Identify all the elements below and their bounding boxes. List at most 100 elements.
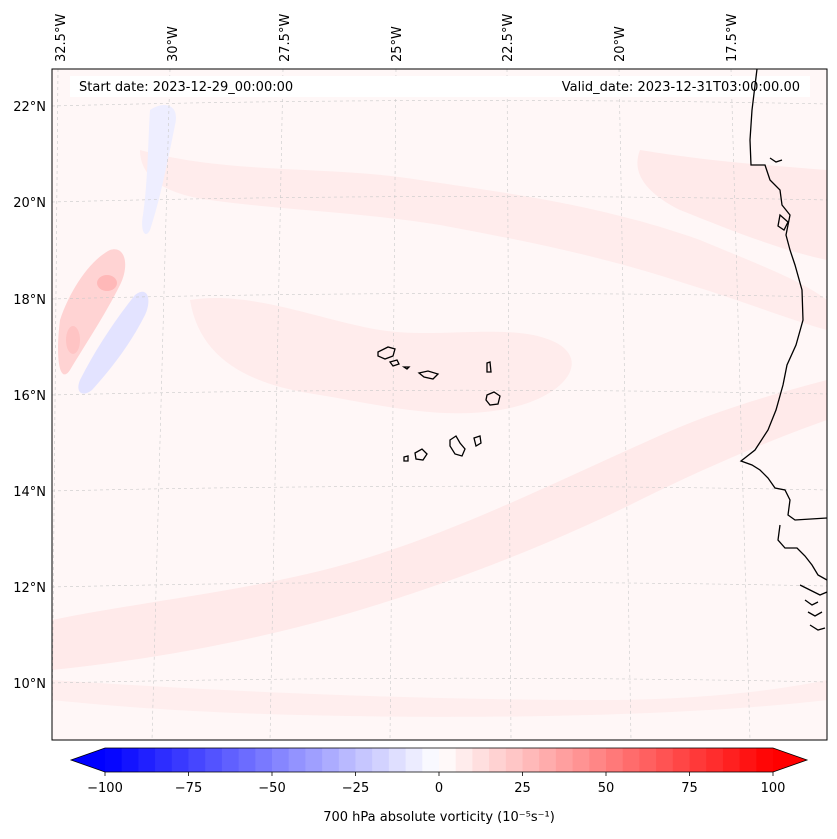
colorbar-tick-label: 75 [681, 781, 698, 796]
colorbar-min-extension [71, 748, 105, 772]
lon-label-17-5: 17.5°W [725, 14, 740, 62]
lon-label-32-5: 32.5°W [54, 14, 69, 62]
coastlines [739, 69, 827, 631]
lat-label-22: 22°N [13, 100, 46, 115]
colorbar-tick-label: 100 [761, 781, 786, 796]
colorbar-cell [505, 748, 523, 772]
lon-label-20: 20°W [613, 26, 628, 62]
island-brava [403, 455, 409, 462]
africa-coastline [739, 69, 827, 521]
gridline-lat-20 [52, 196, 827, 203]
island-boa-vista [485, 391, 501, 406]
gridline-lat-22 [52, 100, 827, 107]
start-date-label: Start date: 2023-12-29_00:00:00 [79, 80, 293, 95]
colorbar-tick-label: −50 [258, 781, 285, 796]
colorbar-cell [672, 748, 690, 772]
colorbar-cell [572, 748, 590, 772]
lon-label-30: 30°W [166, 26, 181, 62]
colorbar-cell [589, 748, 607, 772]
cape-verde-islands [377, 346, 501, 462]
gridline-lat-18 [52, 293, 827, 300]
island-santa-luzia [401, 366, 411, 370]
colorbar-cells [105, 748, 774, 772]
colorbar-tick-label: −25 [342, 781, 369, 796]
colorbar-cell [272, 748, 290, 772]
colorbar-cell [622, 748, 640, 772]
gridline-lat-16 [52, 389, 827, 396]
vorticity-band-far-south [52, 680, 827, 717]
gridline-lon-20 [618, 69, 632, 740]
colorbar-cell [472, 748, 490, 772]
colorbar-tick-label: 0 [435, 781, 443, 796]
colorbar-cell [305, 748, 323, 772]
island-sal [486, 361, 492, 373]
colorbar-cell [221, 748, 240, 772]
gridline-lat-12 [52, 581, 827, 588]
colorbar-cell [722, 748, 741, 772]
colorbar-cell [155, 748, 173, 772]
vorticity-band-southwest [52, 380, 827, 670]
colorbar-label: 700 hPa absolute vorticity (10⁻⁵s⁻¹) [323, 810, 555, 825]
colorbar-cell [455, 748, 473, 772]
colorbar-cell [388, 748, 407, 772]
colorbar-cell [205, 748, 223, 772]
island-santo-antao [377, 346, 396, 360]
colorbar-tick-label: −75 [175, 781, 202, 796]
vorticity-negative-strip [142, 105, 176, 235]
gridline-lon-32-5 [52, 69, 59, 740]
gridline-lon-17-5 [730, 69, 751, 740]
colorbar-cell [739, 748, 757, 772]
lat-label-20: 20°N [13, 196, 46, 211]
gridline-lon-30 [151, 69, 171, 740]
gridline-lon-25 [389, 69, 397, 740]
colorbar-cell [188, 748, 206, 772]
colorbar-cell [138, 748, 156, 772]
colorbar-tick-label: −100 [87, 781, 123, 796]
lon-label-25: 25°W [390, 26, 405, 62]
colorbar-cell [171, 748, 189, 772]
colorbar-cell [238, 748, 256, 772]
colorbar: −100 −75 −50 −25 0 25 50 75 100 700 hPa absolute… [69, 747, 809, 825]
lon-label-22-5: 22.5°W [501, 14, 516, 62]
gridline-lat-10 [52, 677, 827, 684]
island-santiago [449, 435, 466, 457]
colorbar-cell [121, 748, 139, 772]
map-panel[interactable] [52, 69, 827, 740]
colorbar-cell [489, 748, 507, 772]
colorbar-cell [689, 748, 707, 772]
colorbar-cell [539, 748, 557, 772]
colorbar-cell [756, 748, 774, 772]
latitude-labels: 22°N 20°N 18°N 16°N 14°N 12°N 10°N [13, 100, 46, 692]
island-maio [473, 435, 482, 448]
gridline-lat-14 [52, 485, 827, 492]
colorbar-cell [422, 748, 440, 772]
island-sao-vicente [388, 359, 400, 367]
graticule [52, 69, 827, 740]
colorbar-cell [522, 748, 540, 772]
vorticity-band-north [140, 150, 827, 330]
lat-label-18: 18°N [13, 293, 46, 308]
gridline-lon-27-5 [269, 69, 284, 740]
senegal-gambia-coast [777, 524, 827, 581]
colorbar-cell [555, 748, 574, 772]
map-frame [51, 68, 828, 741]
colorbar-ticks: −100 −75 −50 −25 0 25 50 75 100 [87, 772, 785, 796]
island-fogo [414, 448, 428, 461]
vorticity-band-northeast [637, 150, 827, 260]
header-strip [70, 76, 810, 97]
colorbar-cell [372, 748, 390, 772]
lat-label-14: 14°N [13, 485, 46, 500]
colorbar-cell [355, 748, 373, 772]
colorbar-cell [706, 748, 724, 772]
colorbar-cell [639, 748, 657, 772]
colorbar-cell [255, 748, 273, 772]
gridline-lon-22-5 [506, 69, 512, 740]
colorbar-cell [606, 748, 624, 772]
colorbar-cell [322, 748, 340, 772]
colorbar-cell [288, 748, 306, 772]
island-sao-nicolau [417, 370, 440, 380]
banc-d-arguin-islands [769, 157, 789, 231]
colorbar-tick-label: 25 [514, 781, 531, 796]
colorbar-tick-label: 50 [598, 781, 615, 796]
